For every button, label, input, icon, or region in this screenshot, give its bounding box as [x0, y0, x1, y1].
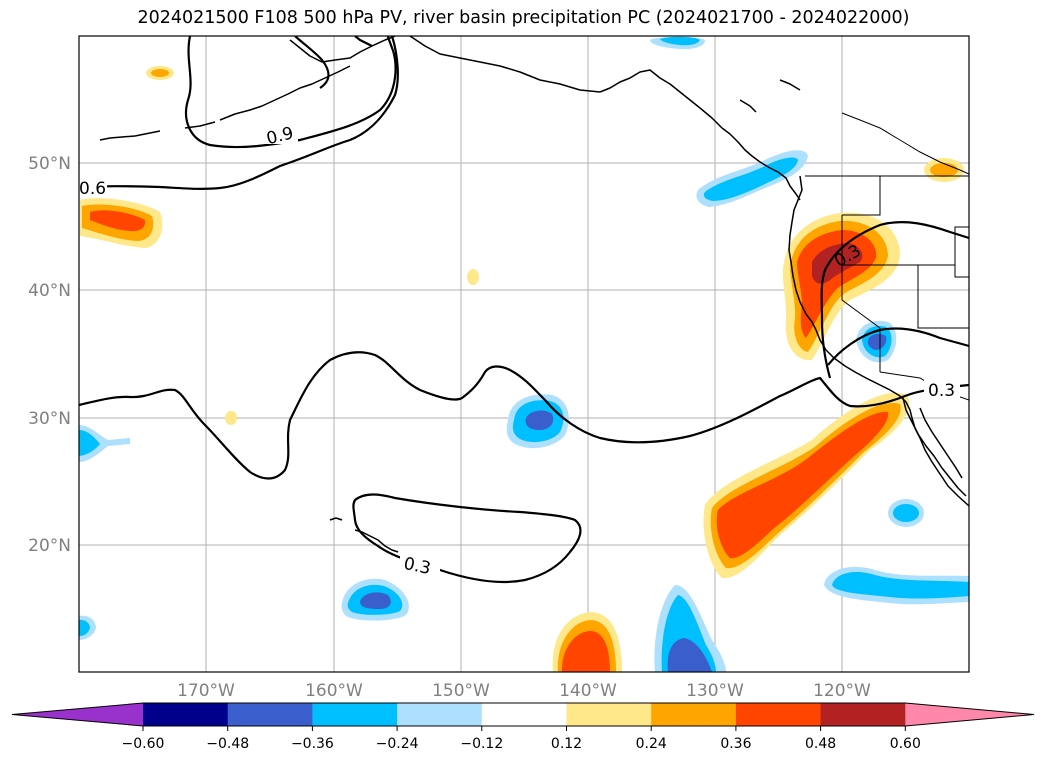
colorbar-segment [566, 703, 652, 726]
colorbar-tick-label: −0.48 [206, 736, 249, 752]
colorbar-tick-label: 0.48 [805, 736, 836, 752]
precip-negative-blob [341, 578, 409, 621]
latitude-labels: 50°N 40°N 30°N 20°N [28, 154, 71, 556]
colorbar-segment [481, 703, 567, 726]
precip-negative-blob [888, 499, 924, 527]
longitude-labels: 170°W 160°W 150°W 140°W 130°W 120°W [177, 681, 871, 701]
precip-positive-blob [552, 612, 622, 672]
colorbar-tick-label: 0.24 [636, 736, 667, 752]
colorbar-tick-label: −0.36 [291, 736, 334, 752]
latitude-label: 30°N [28, 409, 71, 429]
latitude-label: 40°N [28, 281, 71, 301]
precip-positive-blob [225, 269, 479, 425]
precip-negative-blob [79, 425, 130, 640]
longitude-label: 120°W [813, 681, 871, 701]
latitude-label: 20°N [28, 536, 71, 556]
colorbar-segment [397, 703, 483, 726]
colorbar-tick-label: 0.36 [720, 736, 751, 752]
colorbar-extend-high [905, 703, 1034, 726]
political-borders [805, 112, 969, 401]
longitude-label: 170°W [177, 681, 235, 701]
colorbar-segment [312, 703, 398, 726]
colorbar-segment [820, 703, 906, 726]
precip-positive-blob [924, 158, 964, 182]
latitude-label: 50°N [28, 154, 71, 174]
precip-negative-blob [696, 150, 808, 207]
precip-positive-blob [703, 392, 910, 579]
precip-negative-blob [654, 585, 726, 672]
map-background [79, 36, 969, 672]
colorbar-tick-label: −0.12 [460, 736, 503, 752]
contour-label: 0.3 [928, 381, 955, 401]
colorbar: −0.60 −0.48 −0.36 −0.24 −0.12 0.12 0.24 0.36 0.4… [11, 702, 1035, 752]
pv-contours [79, 36, 969, 584]
map-frame [78, 35, 970, 673]
precip-positive-blob [146, 66, 174, 80]
colorbar-tick-label: 0.60 [890, 736, 921, 752]
map-title: 2024021500 F108 500 hPa PV, river basin … [137, 8, 910, 28]
precip-negative-blob [856, 320, 897, 363]
precip-positive-blob [80, 198, 163, 248]
colorbar-extend-low [12, 703, 143, 726]
colorbar-tick-label: 0.12 [551, 736, 582, 752]
colorbar-tick-label: −0.24 [376, 736, 419, 752]
colorbar-segment [143, 703, 229, 726]
longitude-label: 140°W [559, 681, 617, 701]
colorbar-segment [651, 703, 737, 726]
longitude-label: 160°W [305, 681, 363, 701]
coastlines [99, 36, 969, 553]
precip-negative-blob [824, 566, 969, 605]
precip-shading [79, 36, 969, 672]
longitude-label: 130°W [686, 681, 744, 701]
precip-negative-blob [650, 36, 705, 50]
colorbar-segment [735, 703, 822, 726]
colorbar-tick-label: −0.60 [122, 736, 165, 752]
longitude-label: 150°W [432, 681, 490, 701]
contour-label: 0.6 [79, 179, 106, 199]
colorbar-segment [227, 703, 313, 726]
